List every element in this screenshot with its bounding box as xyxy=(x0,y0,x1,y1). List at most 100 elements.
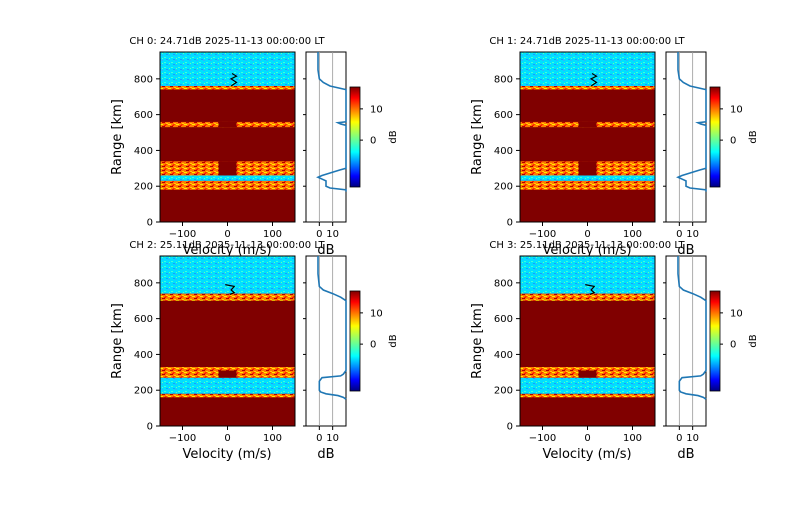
range-band-8 xyxy=(160,52,295,86)
range-band-2 xyxy=(160,175,295,181)
colorbar-tick-label: 0 xyxy=(730,136,736,147)
y-tick-label: 600 xyxy=(134,314,153,325)
y-tick-label: 0 xyxy=(507,422,513,433)
power-profile-line xyxy=(316,52,347,192)
doppler-trace xyxy=(229,72,238,87)
range-band-notch-3 xyxy=(218,370,237,378)
profile-x-tick-label: 0 xyxy=(676,229,682,240)
range-band-2 xyxy=(520,175,655,181)
profile-frame xyxy=(665,255,707,427)
panel-title: CH 3: 25.11dB 2025-11-13 00:00:00 LT xyxy=(489,240,685,251)
range-band-6 xyxy=(520,293,655,301)
colorbar xyxy=(709,86,721,188)
colorbar-tick-label: 10 xyxy=(730,308,743,319)
channel-panel-3: CH 3: 25.11dB 2025-11-13 00:00:00 LT −100… xyxy=(470,240,759,462)
x-tick-label: 0 xyxy=(224,229,230,240)
range-band-6 xyxy=(160,293,295,301)
range-band-0 xyxy=(520,397,655,400)
x-tick-label: 100 xyxy=(623,229,642,240)
panel-title: CH 1: 24.71dB 2025-11-13 00:00:00 LT xyxy=(489,36,685,47)
range-band-0 xyxy=(160,397,295,400)
y-tick-label: 200 xyxy=(134,182,153,193)
profile-x-tick-label: 10 xyxy=(686,229,699,240)
channel-panel-2: CH 2: 25.11dB 2025-11-13 00:00:00 LT −100… xyxy=(110,240,399,462)
profile-x-tick-label: 10 xyxy=(326,433,339,444)
y-tick-label: 800 xyxy=(134,74,153,85)
colorbar-label: dB xyxy=(388,130,399,143)
profile-x-tick-label: 0 xyxy=(316,229,322,240)
y-tick-label: 600 xyxy=(494,110,513,121)
x-tick-label: −100 xyxy=(529,229,556,240)
colorbar-tick-label: 10 xyxy=(370,308,383,319)
doppler-trace xyxy=(589,72,598,87)
panel-title: CH 2: 25.11dB 2025-11-13 00:00:00 LT xyxy=(129,240,325,251)
y-tick-label: 800 xyxy=(494,278,513,289)
power-profile-line xyxy=(677,256,707,400)
colorbar-tick-label: 0 xyxy=(370,136,376,147)
range-band-0 xyxy=(520,189,655,196)
y-axis-label: Range [km] xyxy=(470,99,485,175)
y-tick-label: 400 xyxy=(494,146,513,157)
y-tick-label: 600 xyxy=(494,314,513,325)
profile-x-tick-label: 0 xyxy=(316,433,322,444)
range-band-1 xyxy=(160,180,295,190)
range-band-4 xyxy=(160,127,295,162)
colorbar xyxy=(349,290,361,392)
profile-x-tick-label: 10 xyxy=(686,433,699,444)
range-band-7 xyxy=(520,86,655,90)
profile-x-axis-label: dB xyxy=(317,243,334,258)
range-band-2 xyxy=(160,377,295,394)
x-tick-label: −100 xyxy=(169,229,196,240)
profile-x-tick-label: 10 xyxy=(326,229,339,240)
y-tick-label: 0 xyxy=(147,218,153,229)
profile-x-tick-label: 0 xyxy=(676,433,682,444)
range-band-6 xyxy=(160,89,295,122)
x-axis-label: Velocity (m/s) xyxy=(182,447,271,462)
range-band-0 xyxy=(160,189,295,196)
range-band-5 xyxy=(520,300,655,367)
power-profile-line xyxy=(317,256,347,400)
y-tick-label: 800 xyxy=(494,74,513,85)
y-tick-label: 800 xyxy=(134,278,153,289)
x-tick-label: 0 xyxy=(584,229,590,240)
range-band-notch-5 xyxy=(578,121,597,128)
range-band-7 xyxy=(160,256,295,294)
colorbar-label: dB xyxy=(748,130,759,143)
range-band-notch-3 xyxy=(218,161,237,176)
doppler-trace xyxy=(225,284,236,296)
x-axis-label: Velocity (m/s) xyxy=(542,447,631,462)
profile-frame xyxy=(305,51,347,223)
x-axis-label: Velocity (m/s) xyxy=(542,243,631,258)
x-tick-label: 0 xyxy=(584,433,590,444)
y-tick-label: 200 xyxy=(494,182,513,193)
range-band-6 xyxy=(520,89,655,122)
power-profile-line xyxy=(676,52,707,192)
profile-x-axis-label: dB xyxy=(677,447,694,462)
colorbar-tick-label: 10 xyxy=(730,104,743,115)
profile-x-axis-label: dB xyxy=(317,447,334,462)
range-band-2 xyxy=(520,377,655,394)
range-band-notch-5 xyxy=(218,121,237,128)
range-band-1 xyxy=(520,180,655,190)
range-band-4 xyxy=(520,366,655,371)
y-tick-label: 0 xyxy=(147,422,153,433)
colorbar xyxy=(709,290,721,392)
doppler-trace xyxy=(585,284,596,296)
x-tick-label: 0 xyxy=(224,433,230,444)
x-tick-label: −100 xyxy=(529,433,556,444)
y-tick-label: 0 xyxy=(507,218,513,229)
y-tick-label: 200 xyxy=(494,386,513,397)
channel-panel-1: CH 1: 24.71dB 2025-11-13 00:00:00 LT −100… xyxy=(470,36,759,258)
profile-frame xyxy=(305,255,347,427)
panel-title: CH 0: 24.71dB 2025-11-13 00:00:00 LT xyxy=(129,36,325,47)
x-tick-label: 100 xyxy=(623,433,642,444)
colorbar-label: dB xyxy=(388,334,399,347)
x-tick-label: −100 xyxy=(169,433,196,444)
range-band-4 xyxy=(520,127,655,162)
colorbar-tick-label: 0 xyxy=(370,340,376,351)
x-tick-label: 100 xyxy=(263,433,282,444)
y-axis-label: Range [km] xyxy=(110,99,125,175)
profile-frame xyxy=(665,51,707,223)
colorbar-tick-label: 10 xyxy=(370,104,383,115)
